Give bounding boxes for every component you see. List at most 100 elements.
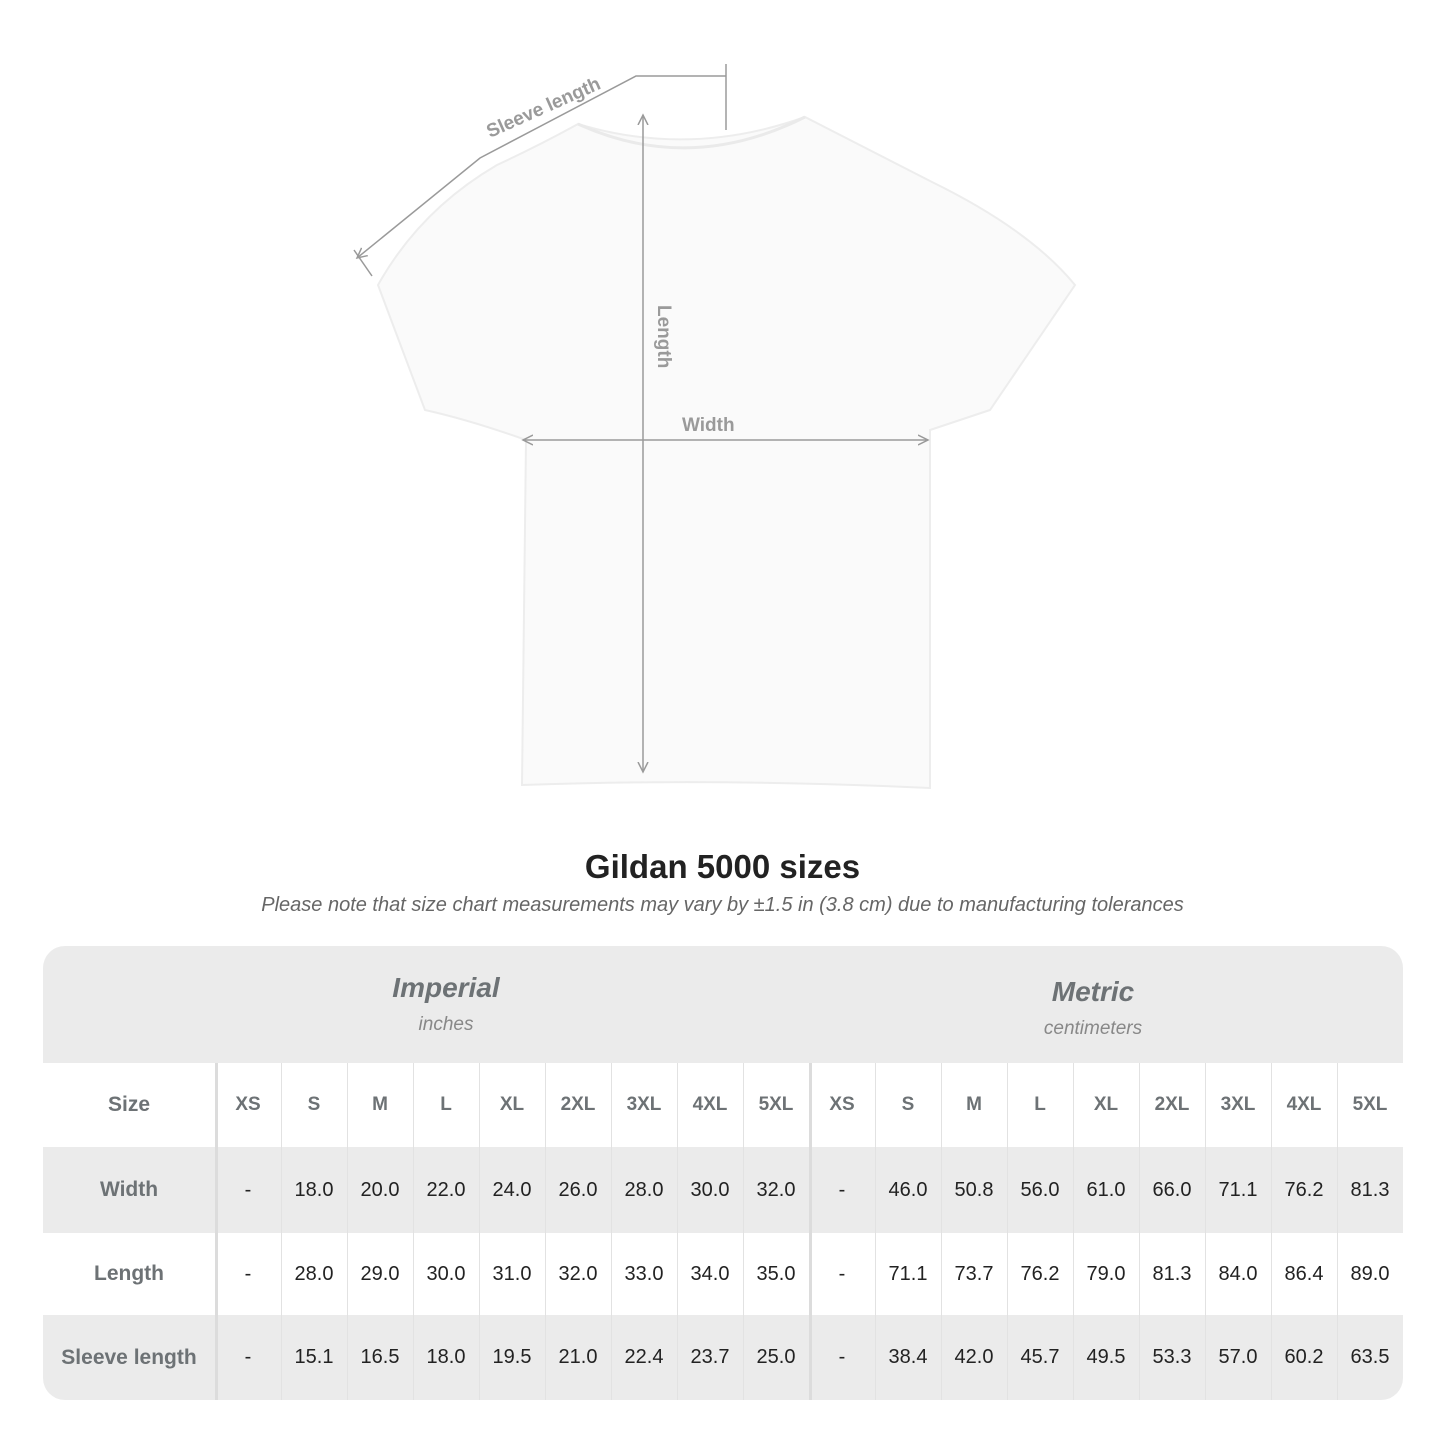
group-name: Metric [1051,976,1135,1007]
imperial-value: 22.0 [426,1178,466,1201]
size-header-imperial: XL [499,1094,525,1115]
imperial-value: 19.5 [492,1346,532,1368]
size-header-imperial: XS [235,1094,261,1115]
imperial-value: - [244,1178,252,1201]
metric-value: 76.2 [1284,1178,1324,1201]
imperial-value: 28.0 [294,1262,334,1285]
imperial-value: - [244,1346,252,1368]
length-label: Length [653,305,674,368]
imperial-value: 30.0 [690,1178,730,1201]
column-divider [1205,1063,1206,1400]
size-header-metric: 2XL [1154,1094,1190,1115]
metric-value: 73.7 [954,1262,994,1285]
table-row [43,1147,1403,1233]
imperial-value: 29.0 [360,1262,400,1285]
metric-value: 46.0 [888,1178,928,1201]
metric-value: 71.1 [1218,1178,1258,1201]
table-row [43,1315,1403,1400]
group-name: Imperial [392,972,500,1003]
column-divider [347,1063,348,1400]
metric-value: 84.0 [1218,1262,1258,1285]
tshirt-image [376,115,1077,790]
column-divider [1007,1063,1008,1400]
size-header: Size [107,1093,151,1116]
imperial-value: 23.7 [690,1346,730,1368]
metric-value: 38.4 [888,1346,928,1368]
imperial-value: 25.0 [756,1346,796,1368]
column-divider [281,1063,282,1400]
size-table: Imperial inches Metric centimeters Size X… [43,946,1403,1400]
size-header-imperial: L [440,1094,452,1115]
column-divider [479,1063,480,1400]
imperial-value: 30.0 [426,1262,466,1285]
imperial-value: 18.0 [426,1346,466,1368]
table-row [43,1233,1403,1315]
size-header-imperial: M [372,1094,388,1115]
sleeve-measure-line [357,75,726,258]
size-header-metric: M [966,1094,982,1115]
metric-value: 57.0 [1218,1346,1258,1368]
metric-value: 53.3 [1152,1346,1192,1368]
size-header-imperial: 3XL [626,1094,662,1115]
header-row [43,1063,1403,1147]
imperial-value: 33.0 [624,1262,664,1285]
column-divider [1337,1063,1338,1400]
column-divider [1073,1063,1074,1400]
metric-value: - [838,1178,846,1201]
column-divider [809,1063,812,1400]
metric-value: 89.0 [1350,1262,1390,1285]
imperial-value: 16.5 [360,1346,400,1368]
imperial-value: 35.0 [756,1262,796,1285]
size-header-metric: 5XL [1352,1094,1388,1115]
size-header-metric: S [901,1094,915,1115]
column-divider [941,1063,942,1400]
imperial-value: 18.0 [294,1178,334,1201]
imperial-group-header: Imperial inches [149,946,743,1089]
imperial-value: 24.0 [492,1178,532,1201]
metric-value: 49.5 [1086,1346,1126,1368]
imperial-value: 31.0 [492,1262,532,1285]
metric-value: 42.0 [954,1346,994,1368]
imperial-value: 26.0 [558,1178,598,1201]
metric-value: 71.1 [888,1262,928,1285]
row-label: Length [94,1262,164,1285]
row-label: Width [99,1178,159,1201]
metric-value: 56.0 [1020,1178,1060,1201]
size-header-metric: 4XL [1286,1094,1322,1115]
imperial-value: - [244,1262,252,1285]
size-header-metric: XL [1093,1094,1119,1115]
imperial-value: 21.0 [558,1346,598,1368]
width-label: Width [682,415,735,436]
imperial-value: 32.0 [558,1262,598,1285]
metric-value: 81.3 [1152,1262,1192,1285]
size-header-metric: 3XL [1220,1094,1256,1115]
size-header-imperial: S [307,1094,321,1115]
chart-subtitle: Please note that size chart measurements… [261,894,1184,916]
metric-value: 79.0 [1086,1262,1126,1285]
metric-value: 60.2 [1284,1346,1324,1368]
metric-value: 66.0 [1152,1178,1192,1201]
metric-value: 63.5 [1350,1346,1390,1368]
size-header-metric: L [1034,1094,1046,1115]
metric-value: 81.3 [1350,1178,1390,1201]
imperial-value: 22.4 [624,1346,664,1368]
row-label: Sleeve length [61,1345,197,1369]
column-divider [611,1063,612,1400]
column-divider [1139,1063,1140,1400]
group-unit: centimeters [1043,1018,1143,1039]
column-divider [215,1063,218,1400]
size-header-metric: XS [829,1094,855,1115]
size-header-imperial: 2XL [560,1094,596,1115]
chart-title: Gildan 5000 sizes [584,848,861,885]
group-unit: inches [418,1014,474,1035]
size-header-imperial: 5XL [758,1094,794,1115]
column-divider [677,1063,678,1400]
column-divider [545,1063,546,1400]
imperial-value: 32.0 [756,1178,796,1201]
imperial-value: 28.0 [624,1178,664,1201]
imperial-value: 15.1 [294,1346,334,1368]
size-header-imperial: 4XL [692,1094,728,1115]
metric-value: 76.2 [1020,1262,1060,1285]
metric-value: 61.0 [1086,1178,1126,1201]
tshirt-diagram: Sleeve length Length Width [353,64,1077,790]
